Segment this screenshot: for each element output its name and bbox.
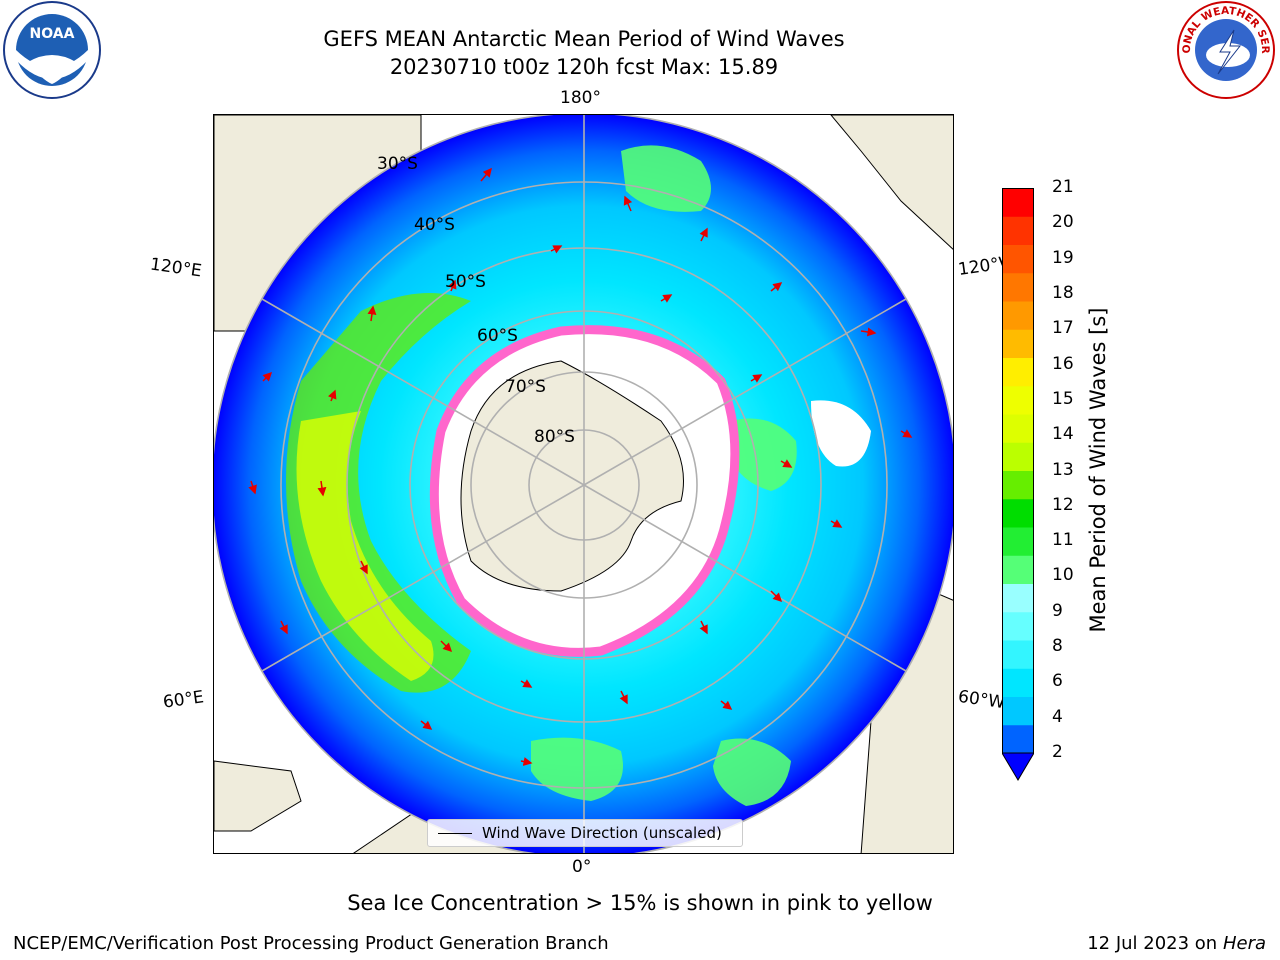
nws-logo: NATIONAL WEATHER SERVICE (1176, 0, 1275, 99)
colorbar-tick-label: 8 (1052, 636, 1063, 657)
colorbar-tick-label: 18 (1052, 282, 1074, 303)
legend-label: Wind Wave Direction (unscaled) (482, 824, 722, 842)
lat-label-40s: 40°S (414, 215, 455, 235)
colorbar-segment (1002, 583, 1034, 613)
colorbar-segment (1002, 724, 1034, 754)
noaa-logo: NOAA (3, 1, 101, 99)
colorbar (1002, 188, 1034, 781)
colorbar-tick-label: 9 (1052, 600, 1063, 621)
lat-label-60s: 60°S (477, 326, 518, 346)
lat-label-30s: 30°S (377, 154, 418, 174)
colorbar-tick-label: 12 (1052, 494, 1074, 515)
lon-label-0: 0° (572, 857, 592, 877)
colorbar-segment (1002, 272, 1034, 302)
colorbar-tick-label: 19 (1052, 247, 1074, 268)
colorbar-segment (1002, 414, 1034, 443)
colorbar-tick-label: 4 (1052, 706, 1063, 727)
lon-label-120e: 120°E (148, 254, 203, 282)
colorbar-segment (1002, 357, 1034, 387)
colorbar-tick-label: 13 (1052, 459, 1074, 480)
map-legend: Wind Wave Direction (unscaled) (427, 819, 743, 847)
colorbar-tick-label: 21 (1052, 177, 1074, 197)
colorbar-tick-label: 2 (1052, 742, 1063, 762)
graticule (214, 115, 953, 853)
colorbar-segment (1002, 527, 1034, 556)
legend-line-swatch (438, 832, 472, 834)
run-date: 12 Jul 2023 on (1087, 933, 1223, 954)
colorbar-segment (1002, 385, 1034, 415)
colorbar-segment (1002, 640, 1034, 669)
lat-label-70s: 70°S (505, 377, 546, 397)
colorbar-segment (1002, 329, 1034, 358)
colorbar-segment (1002, 216, 1034, 245)
colorbar-tick-label: 14 (1052, 424, 1074, 445)
polar-map: 30°S 40°S 50°S 60°S 70°S 80°S (214, 115, 953, 853)
wave-direction-arrows (248, 167, 913, 766)
colorbar-segment (1002, 696, 1034, 726)
colorbar-segment (1002, 668, 1034, 697)
map-title: GEFS MEAN Antarctic Mean Period of Wind … (323, 27, 845, 51)
colorbar-frame (1002, 188, 1034, 754)
lon-label-60w: 60°W (956, 686, 1007, 714)
colorbar-tick-label: 20 (1052, 212, 1074, 233)
colorbar-tick-label: 17 (1052, 318, 1074, 339)
colorbar-segment (1002, 470, 1034, 500)
colorbar-label: Mean Period of Wind Waves [s] (1086, 307, 1110, 633)
noaa-logo-text: NOAA (30, 26, 75, 42)
machine-name: Hera (1222, 933, 1266, 954)
colorbar-tick-label: 16 (1052, 353, 1074, 374)
lat-label-50s: 50°S (445, 272, 486, 292)
colorbar-tick-label: 6 (1052, 671, 1063, 692)
lon-label-180: 180° (560, 88, 601, 108)
colorbar-segment (1002, 555, 1034, 584)
colorbar-segment (1002, 188, 1034, 217)
colorbar-tick-label: 15 (1052, 388, 1074, 409)
map-subtitle: 20230710 t00z 120h fcst Max: 15.89 (389, 55, 779, 79)
lon-label-60e: 60°E (161, 687, 206, 713)
credit-text: NCEP/EMC/Verification Post Processing Pr… (13, 933, 609, 954)
colorbar-segment (1002, 498, 1034, 528)
lat-label-80s: 80°S (534, 427, 575, 447)
colorbar-tick-label: 10 (1052, 565, 1074, 586)
colorbar-segment (1002, 442, 1034, 471)
colorbar-segment (1002, 301, 1034, 330)
map-panel: 30°S 40°S 50°S 60°S 70°S 80°S (213, 114, 954, 854)
colorbar-segment (1002, 611, 1034, 641)
run-date-text: 12 Jul 2023 on Hera (1087, 933, 1266, 954)
latitude-labels: 30°S 40°S 50°S 60°S 70°S 80°S (377, 154, 575, 447)
colorbar-under-arrow (1002, 752, 1034, 781)
sea-ice-note: Sea Ice Concentration > 15% is shown in … (347, 891, 933, 915)
colorbar-segment (1002, 244, 1034, 274)
colorbar-tick-label: 11 (1052, 530, 1074, 551)
